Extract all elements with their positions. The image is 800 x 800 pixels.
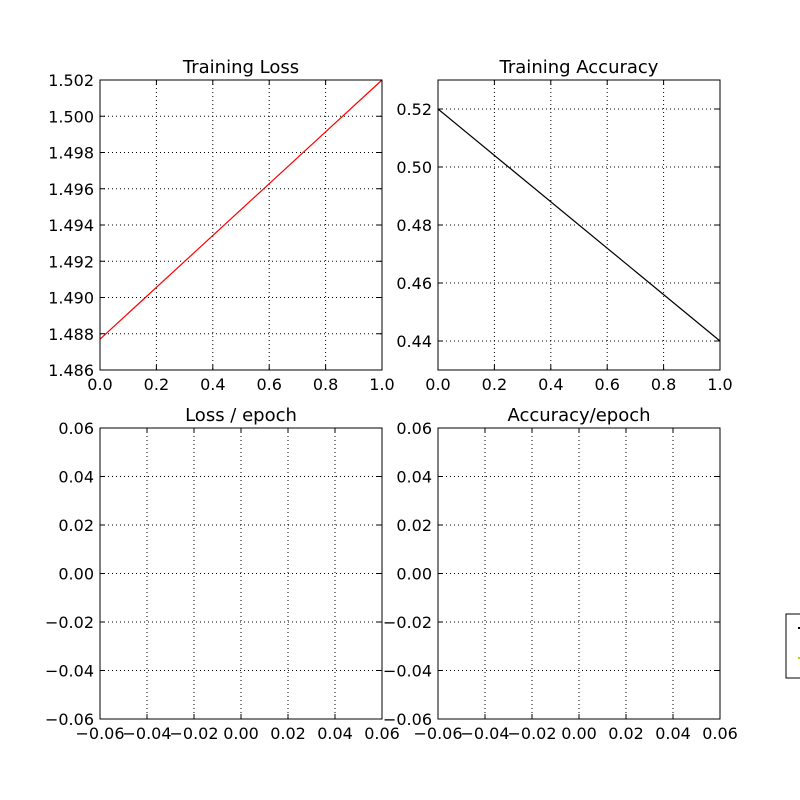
y-tick-label: 0.46 [396, 274, 432, 293]
y-tick-label: −0.04 [383, 662, 432, 681]
x-tick-label: 0.04 [317, 724, 353, 743]
x-tick-label: 0.6 [256, 375, 281, 394]
subplot-4: −0.06−0.04−0.02 0.00 0.02 0.04 0.06−0.06−0.0… [383, 405, 738, 743]
y-tick-label: 0.06 [58, 419, 94, 438]
x-tick-label: 0.06 [364, 724, 400, 743]
x-tick-label: −0.02 [169, 724, 218, 743]
y-tick-label: −0.02 [45, 613, 94, 632]
x-tick-label: 0.06 [702, 724, 738, 743]
y-tick-label: 1.486 [48, 361, 94, 380]
y-tick-label: −0.04 [45, 662, 94, 681]
x-tick-label: 1.0 [369, 375, 394, 394]
x-tick-label: 0.0 [425, 375, 450, 394]
subplot-3: −0.06−0.04−0.02 0.00 0.02 0.04 0.06−0.06−0.0… [45, 405, 400, 743]
x-tick-label: 0.4 [538, 375, 563, 394]
y-tick-label: 1.498 [48, 144, 94, 163]
y-tick-label: −0.02 [383, 613, 432, 632]
y-tick-label: −0.06 [45, 710, 94, 729]
subplot-title: Accuracy/epoch [507, 405, 650, 426]
y-tick-label: 1.488 [48, 325, 94, 344]
y-tick-label: 1.502 [48, 71, 94, 90]
x-tick-label: 0.02 [608, 724, 644, 743]
y-tick-label: 0.04 [58, 468, 94, 487]
x-tick-label: 0.04 [655, 724, 691, 743]
x-tick-label: −0.04 [122, 724, 171, 743]
x-tick-label: 0.02 [270, 724, 306, 743]
subplot-2: 0.0 0.2 0.4 0.6 0.8 1.0 0.44 0.46 0.48 0.50 0.52 Tr… [396, 57, 732, 394]
x-tick-label: −0.02 [507, 724, 556, 743]
x-tick-label: −0.06 [413, 724, 462, 743]
y-tick-label: −0.06 [383, 710, 432, 729]
x-tick-label: 0.0 [87, 375, 112, 394]
y-tick-label: 1.500 [48, 107, 94, 126]
x-tick-label: 0.8 [313, 375, 338, 394]
x-tick-label: −0.06 [75, 724, 124, 743]
y-tick-label: 0.00 [58, 565, 94, 584]
y-tick-label: 1.496 [48, 180, 94, 199]
y-tick-label: 0.52 [396, 100, 432, 119]
subplot-title: Loss / epoch [185, 405, 297, 426]
y-tick-label: 1.490 [48, 289, 94, 308]
series-line-1 [99, 79, 383, 340]
legend-box [785, 613, 800, 679]
y-tick-label: 0.02 [396, 516, 432, 535]
y-tick-label: 0.00 [396, 565, 432, 584]
subplot-1: 0.0 0.2 0.4 0.6 0.8 1.0 1.486 1.488 1.490 1.492 1.… [48, 57, 395, 394]
y-tick-label: 0.04 [396, 468, 432, 487]
x-tick-label: −0.04 [460, 724, 509, 743]
y-tick-label: 1.494 [48, 216, 94, 235]
subplot-title: Training Accuracy [499, 57, 659, 78]
y-tick-label: 0.44 [396, 332, 432, 351]
y-tick-label: 0.48 [396, 216, 432, 235]
y-tick-label: 0.06 [396, 419, 432, 438]
x-tick-label: 1.0 [707, 375, 732, 394]
x-tick-label: 0.00 [561, 724, 597, 743]
x-tick-label: 0.4 [200, 375, 225, 394]
x-tick-label: 0.2 [144, 375, 169, 394]
x-tick-label: 0.2 [482, 375, 507, 394]
x-tick-label: 0.00 [223, 724, 259, 743]
x-tick-label: 0.8 [651, 375, 676, 394]
y-tick-label: 0.50 [396, 158, 432, 177]
legend [785, 613, 800, 679]
series-line-1 [437, 108, 721, 342]
x-tick-label: 0.6 [594, 375, 619, 394]
subplot-title: Training Loss [182, 57, 299, 78]
subplot-grid: 0.0 0.2 0.4 0.6 0.8 1.0 1.486 1.488 1.490 1.492 1.… [45, 57, 738, 743]
y-tick-label: 0.02 [58, 516, 94, 535]
y-tick-label: 1.492 [48, 252, 94, 271]
